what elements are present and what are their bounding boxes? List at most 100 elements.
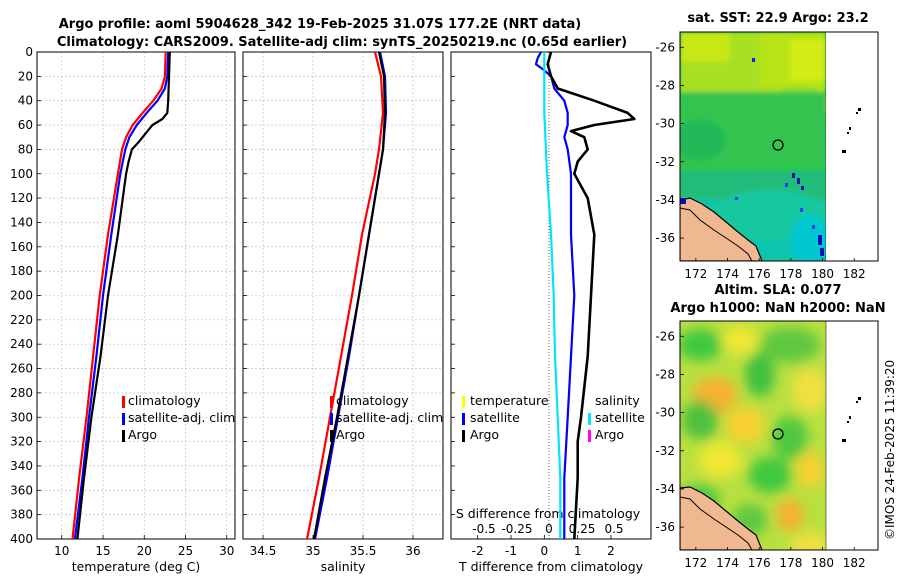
- depth-tick-label: 40: [18, 94, 33, 108]
- depth-tick-label: 320: [10, 435, 33, 449]
- legend-temperature: temperature: [470, 393, 549, 408]
- map-y-tick-label: -36: [655, 520, 675, 534]
- depth-tick-label: 300: [10, 410, 33, 424]
- sst-islands: [842, 108, 861, 153]
- temperature-x-ticks: 10 15 20 25 30: [54, 535, 234, 558]
- s-tick-label: 0.5: [604, 522, 623, 536]
- map-x-tick-label: 178: [779, 267, 802, 281]
- map-y-tick-label: -26: [655, 329, 675, 343]
- depth-tick-label: 240: [10, 337, 33, 351]
- satellite-s-diff-line: [543, 52, 562, 539]
- s-tick-label: -0.5: [472, 522, 495, 536]
- t-difference-xlabel: T difference from climatology: [458, 559, 644, 574]
- map-frame: [679, 31, 879, 262]
- title-line-1: Argo profile: aoml 5904628_342 19-Feb-20…: [59, 17, 581, 32]
- salinity-panel: [242, 51, 444, 540]
- map-x-tick-label: 174: [716, 556, 739, 570]
- map-y-tick-label: -34: [655, 193, 675, 207]
- x-tick-label: 34.5: [250, 544, 277, 558]
- map-y-tick-label: -32: [655, 444, 675, 458]
- sla-islands: [842, 397, 861, 442]
- x-tick-label: 35.5: [350, 544, 377, 558]
- legend-satellite-s: satellite: [595, 410, 645, 425]
- map-x-tick-label: 174: [716, 267, 739, 281]
- depth-tick-label: 20: [18, 69, 33, 83]
- depth-tick-label: 140: [10, 215, 33, 229]
- legend-satellite: satellite: [470, 410, 520, 425]
- salinity-grid: [243, 51, 443, 540]
- x-tick-label: 30: [219, 544, 234, 558]
- sla-map-title-2: Argo h1000: NaN h2000: NaN: [670, 301, 885, 316]
- s-tick-label: -0.25: [501, 522, 532, 536]
- depth-tick-label: 280: [10, 386, 33, 400]
- satellite-t-diff-line: [534, 51, 576, 539]
- map-tick-labels: 172 174 176 178 180 182 -26 -28 -30 -32 -34 -36 172 1…: [655, 31, 879, 570]
- difference-legend: temperature satellite Argo salinity sate…: [462, 393, 645, 442]
- depth-tick-label: 180: [10, 264, 33, 278]
- map-y-tick-label: -36: [655, 231, 675, 245]
- sla-map: [680, 321, 826, 550]
- t-difference-x-ticks: -2 -1 0 1 2: [472, 535, 615, 558]
- depth-tick-label: 260: [10, 362, 33, 376]
- map-y-tick-label: -30: [655, 117, 675, 131]
- sla-map-title-1: Altim. SLA: 0.077: [715, 283, 842, 298]
- salinity-xlabel: salinity: [321, 559, 366, 574]
- x-tick-label: 35: [305, 544, 320, 558]
- salinity-x-ticks: 34.5 35 35.5 36: [250, 535, 421, 558]
- map-x-tick-label: 180: [811, 556, 834, 570]
- depth-tick-label: 160: [10, 240, 33, 254]
- map-y-tick-label: -28: [655, 78, 675, 92]
- map-x-tick-label: 178: [779, 556, 802, 570]
- depth-tick-labels: 0 20 40 60 80 100 120 140 160 180 200 220 240 260 280 3…: [10, 45, 455, 546]
- s-tick-label: 0: [545, 522, 553, 536]
- depth-tick-label: 360: [10, 483, 33, 497]
- s-difference-label: S difference from climatology: [456, 506, 641, 521]
- x-tick-label: -2: [472, 544, 484, 558]
- depth-tick-label: 80: [18, 142, 33, 156]
- depth-tick-label: 60: [18, 118, 33, 132]
- map-y-tick-label: -28: [655, 367, 675, 381]
- s-tick-label: 0.25: [569, 522, 596, 536]
- depth-tick-label: 0: [25, 45, 33, 59]
- legend-argo-s: Argo: [595, 427, 624, 442]
- legend-argo: Argo: [336, 427, 365, 442]
- sst-map-title: sat. SST: 22.9 Argo: 23.2: [687, 11, 868, 26]
- x-tick-label: 0: [541, 544, 549, 558]
- legend-salinity: salinity: [595, 393, 640, 408]
- difference-panel: [450, 51, 652, 540]
- map-y-tick-label: -32: [655, 155, 675, 169]
- x-tick-label: 15: [95, 544, 110, 558]
- legend-argo: Argo: [128, 427, 157, 442]
- x-tick-label: -1: [505, 544, 517, 558]
- legend-argo: Argo: [470, 427, 499, 442]
- map-x-tick-label: 172: [684, 267, 707, 281]
- legend-climatology: climatology: [128, 393, 201, 408]
- depth-tick-label: 120: [10, 191, 33, 205]
- temperature-line-climatology: [71, 51, 167, 540]
- salinity-legend: climatology satellite-adj. clim Argo: [330, 393, 443, 442]
- legend-climatology: climatology: [336, 393, 409, 408]
- imos-watermark: ©IMOS 24-Feb-2025 11:39:20: [883, 360, 897, 540]
- temperature-line-argo: [76, 51, 171, 540]
- legend-satellite-adj: satellite-adj. clim: [128, 410, 235, 425]
- temperature-line-satellite-adj-clim: [73, 51, 170, 540]
- x-tick-label: 20: [137, 544, 152, 558]
- x-tick-label: 25: [178, 544, 193, 558]
- temperature-legend: climatology satellite-adj. clim Argo: [122, 393, 235, 442]
- depth-tick-label: 100: [10, 167, 33, 181]
- map-y-tick-label: -30: [655, 406, 675, 420]
- map-x-tick-label: 182: [843, 556, 866, 570]
- sst-map: [680, 32, 826, 261]
- depth-tick-label: 200: [10, 289, 33, 303]
- map-x-tick-label: 182: [843, 267, 866, 281]
- map-frame: [679, 320, 879, 551]
- salinity-line-climatology: [305, 51, 385, 540]
- x-tick-label: 10: [54, 544, 69, 558]
- map-x-tick-label: 180: [811, 267, 834, 281]
- depth-tick-label: 340: [10, 459, 33, 473]
- profile-lines: [71, 51, 636, 540]
- temperature-xlabel: temperature (deg C): [72, 559, 201, 574]
- title-line-2: Climatology: CARS2009. Satellite-adj cli…: [57, 35, 627, 50]
- map-y-tick-label: -34: [655, 482, 675, 496]
- map-y-tick-label: -26: [655, 40, 675, 54]
